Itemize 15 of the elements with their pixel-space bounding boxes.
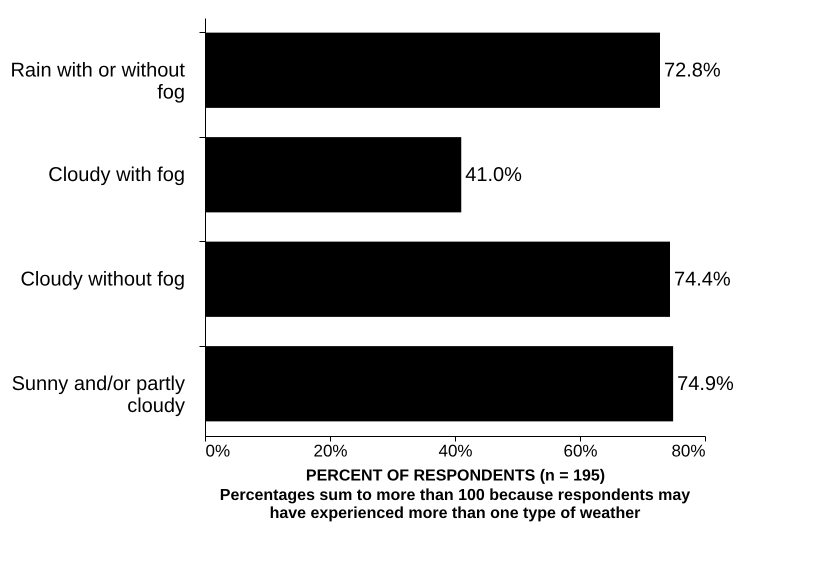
text: Percentages sum to more than 100 because respondents may have experienced more than one type of weather	[220, 487, 690, 522]
data-label: 74.4%	[674, 268, 731, 290]
x-tick-label: 80%	[671, 442, 706, 460]
y-tick-label: Cloudy with fog	[48, 164, 185, 186]
x-axis-title: PERCENT OF RESPONDENTS (n = 195)	[306, 468, 606, 484]
x-tick-label: 40%	[438, 442, 473, 460]
data-label: 72.8%	[664, 59, 721, 82]
y-tick-label: Rain with or without fog	[10, 59, 186, 104]
data-label: 74.9%	[677, 372, 734, 395]
y-tick-label: Sunny and/or partly cloudy	[12, 372, 185, 417]
x-tick-label: 20%	[313, 442, 348, 460]
y-tick-label: Cloudy without fog	[20, 268, 185, 290]
x-tick-label: 0%	[206, 442, 230, 460]
x-tick-label: 60%	[563, 442, 598, 460]
data-label: 41.0%	[465, 164, 522, 186]
